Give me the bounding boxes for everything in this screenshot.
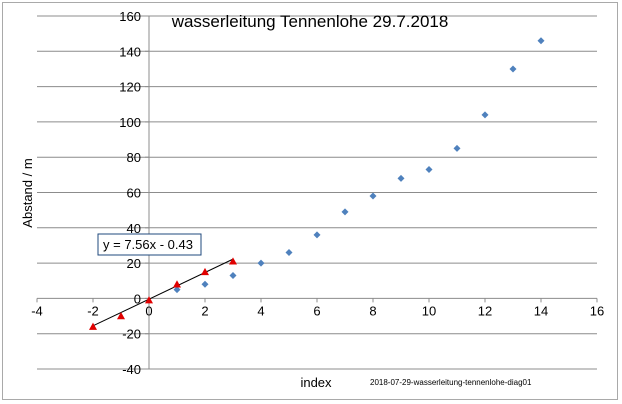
x-axis-label: index xyxy=(300,375,332,390)
x-tick-label: -4 xyxy=(31,303,43,318)
data-point-triangle xyxy=(117,312,125,320)
chart-file-note: 2018-07-29-wasserleitung-tennenlohe-diag… xyxy=(370,378,532,387)
data-point-diamond xyxy=(285,249,293,257)
y-tick-label: 60 xyxy=(127,186,141,201)
y-tick-label: 0 xyxy=(134,291,141,306)
y-tick-label: 20 xyxy=(127,256,141,271)
trendline xyxy=(92,258,234,327)
x-tick-label: 0 xyxy=(145,303,152,318)
data-point-triangle xyxy=(229,257,237,265)
x-tick-label: 2 xyxy=(201,303,208,318)
grid-lines xyxy=(37,15,597,370)
axes xyxy=(36,15,598,370)
equation-box-border xyxy=(97,233,202,256)
data-point-triangle xyxy=(145,296,153,304)
data-point-diamond xyxy=(257,259,265,267)
data-point-diamond xyxy=(425,166,433,174)
data-point-diamond xyxy=(341,208,349,216)
data-point-diamond xyxy=(509,65,517,73)
trendline-layer xyxy=(92,258,234,327)
y-tick-label: 40 xyxy=(127,221,141,236)
x-tick-label: 6 xyxy=(313,303,320,318)
x-tick-label: 4 xyxy=(257,303,264,318)
chart-title: wasserleitung Tennenlohe 29.7.2018 xyxy=(171,12,449,31)
y-tick-label: -40 xyxy=(122,362,141,377)
y-tick-label: 80 xyxy=(127,150,141,165)
x-tick-label: -2 xyxy=(87,303,99,318)
data-point-diamond xyxy=(481,111,489,119)
y-tick-label: 120 xyxy=(119,80,141,95)
data-point-diamond xyxy=(369,192,377,200)
data-point-diamond xyxy=(313,231,321,239)
data-point-triangle xyxy=(201,267,209,276)
data-point-diamond xyxy=(397,174,405,182)
data-point-diamond xyxy=(229,271,237,279)
trendline-equation: y = 7.56x - 0.43 xyxy=(103,237,193,252)
data-point-diamond xyxy=(537,37,545,45)
x-tick-label: 16 xyxy=(590,303,604,318)
tick-labels: -4 -2 0 2 4 6 8 10 12 14 16-40-2002040608010012014… xyxy=(31,9,604,377)
data-point-diamond xyxy=(453,144,461,152)
x-tick-label: 10 xyxy=(422,303,436,318)
data-point-triangle xyxy=(89,322,97,330)
trendline-equation-box: y = 7.56x - 0.43 xyxy=(97,233,202,256)
y-tick-label: 160 xyxy=(119,9,141,24)
x-tick-label: 14 xyxy=(534,303,548,318)
data-point-diamond xyxy=(173,286,181,294)
data-point-triangle xyxy=(173,280,181,288)
data-point-diamond xyxy=(201,280,209,288)
x-tick-label: 12 xyxy=(478,303,492,318)
x-tick-label: 8 xyxy=(369,303,376,318)
y-tick-label: -20 xyxy=(122,327,141,342)
y-tick-label: 140 xyxy=(119,44,141,59)
y-axis-label: Abstand / m xyxy=(20,158,35,227)
data-points xyxy=(89,37,545,330)
y-tick-label: 100 xyxy=(119,115,141,130)
